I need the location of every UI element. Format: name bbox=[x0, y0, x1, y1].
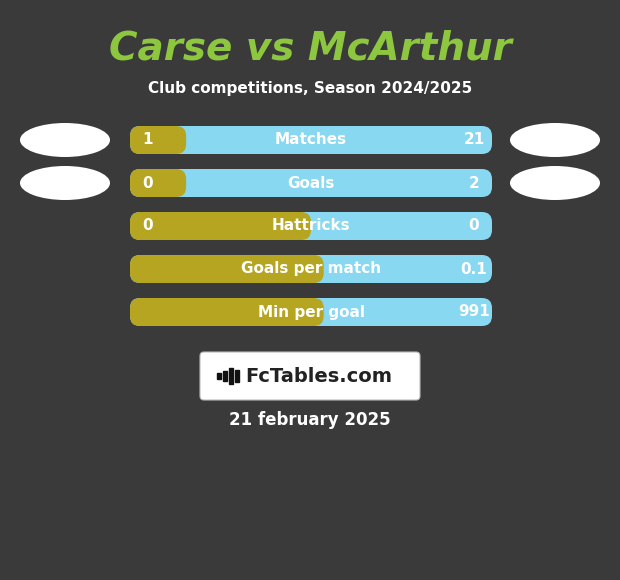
FancyBboxPatch shape bbox=[130, 126, 492, 154]
FancyBboxPatch shape bbox=[130, 169, 186, 197]
Text: Club competitions, Season 2024/2025: Club competitions, Season 2024/2025 bbox=[148, 81, 472, 96]
FancyBboxPatch shape bbox=[130, 212, 492, 240]
FancyBboxPatch shape bbox=[130, 126, 186, 154]
Text: FcTables.com: FcTables.com bbox=[245, 367, 392, 386]
FancyBboxPatch shape bbox=[130, 298, 324, 326]
Text: Hattricks: Hattricks bbox=[272, 219, 350, 234]
Text: 0.1: 0.1 bbox=[461, 262, 487, 277]
Text: Matches: Matches bbox=[275, 132, 347, 147]
Text: 0: 0 bbox=[143, 176, 153, 190]
Bar bbox=[217, 373, 221, 379]
Bar bbox=[229, 368, 233, 384]
Text: 21 february 2025: 21 february 2025 bbox=[229, 411, 391, 429]
FancyBboxPatch shape bbox=[130, 212, 311, 240]
Text: Goals: Goals bbox=[287, 176, 335, 190]
Ellipse shape bbox=[20, 166, 110, 200]
Text: Min per goal: Min per goal bbox=[257, 304, 365, 320]
FancyBboxPatch shape bbox=[130, 255, 492, 283]
FancyBboxPatch shape bbox=[130, 255, 324, 283]
Ellipse shape bbox=[20, 123, 110, 157]
Text: 21: 21 bbox=[463, 132, 485, 147]
Text: Goals per match: Goals per match bbox=[241, 262, 381, 277]
Text: 0: 0 bbox=[469, 219, 479, 234]
FancyBboxPatch shape bbox=[130, 298, 492, 326]
Text: 2: 2 bbox=[469, 176, 479, 190]
Text: Carse vs McArthur: Carse vs McArthur bbox=[108, 29, 511, 67]
FancyBboxPatch shape bbox=[200, 352, 420, 400]
Ellipse shape bbox=[510, 166, 600, 200]
Bar bbox=[223, 371, 227, 381]
Ellipse shape bbox=[510, 123, 600, 157]
Text: 1: 1 bbox=[143, 132, 153, 147]
Text: 991: 991 bbox=[458, 304, 490, 320]
FancyBboxPatch shape bbox=[130, 169, 492, 197]
Text: 0: 0 bbox=[143, 219, 153, 234]
Bar bbox=[235, 370, 239, 382]
